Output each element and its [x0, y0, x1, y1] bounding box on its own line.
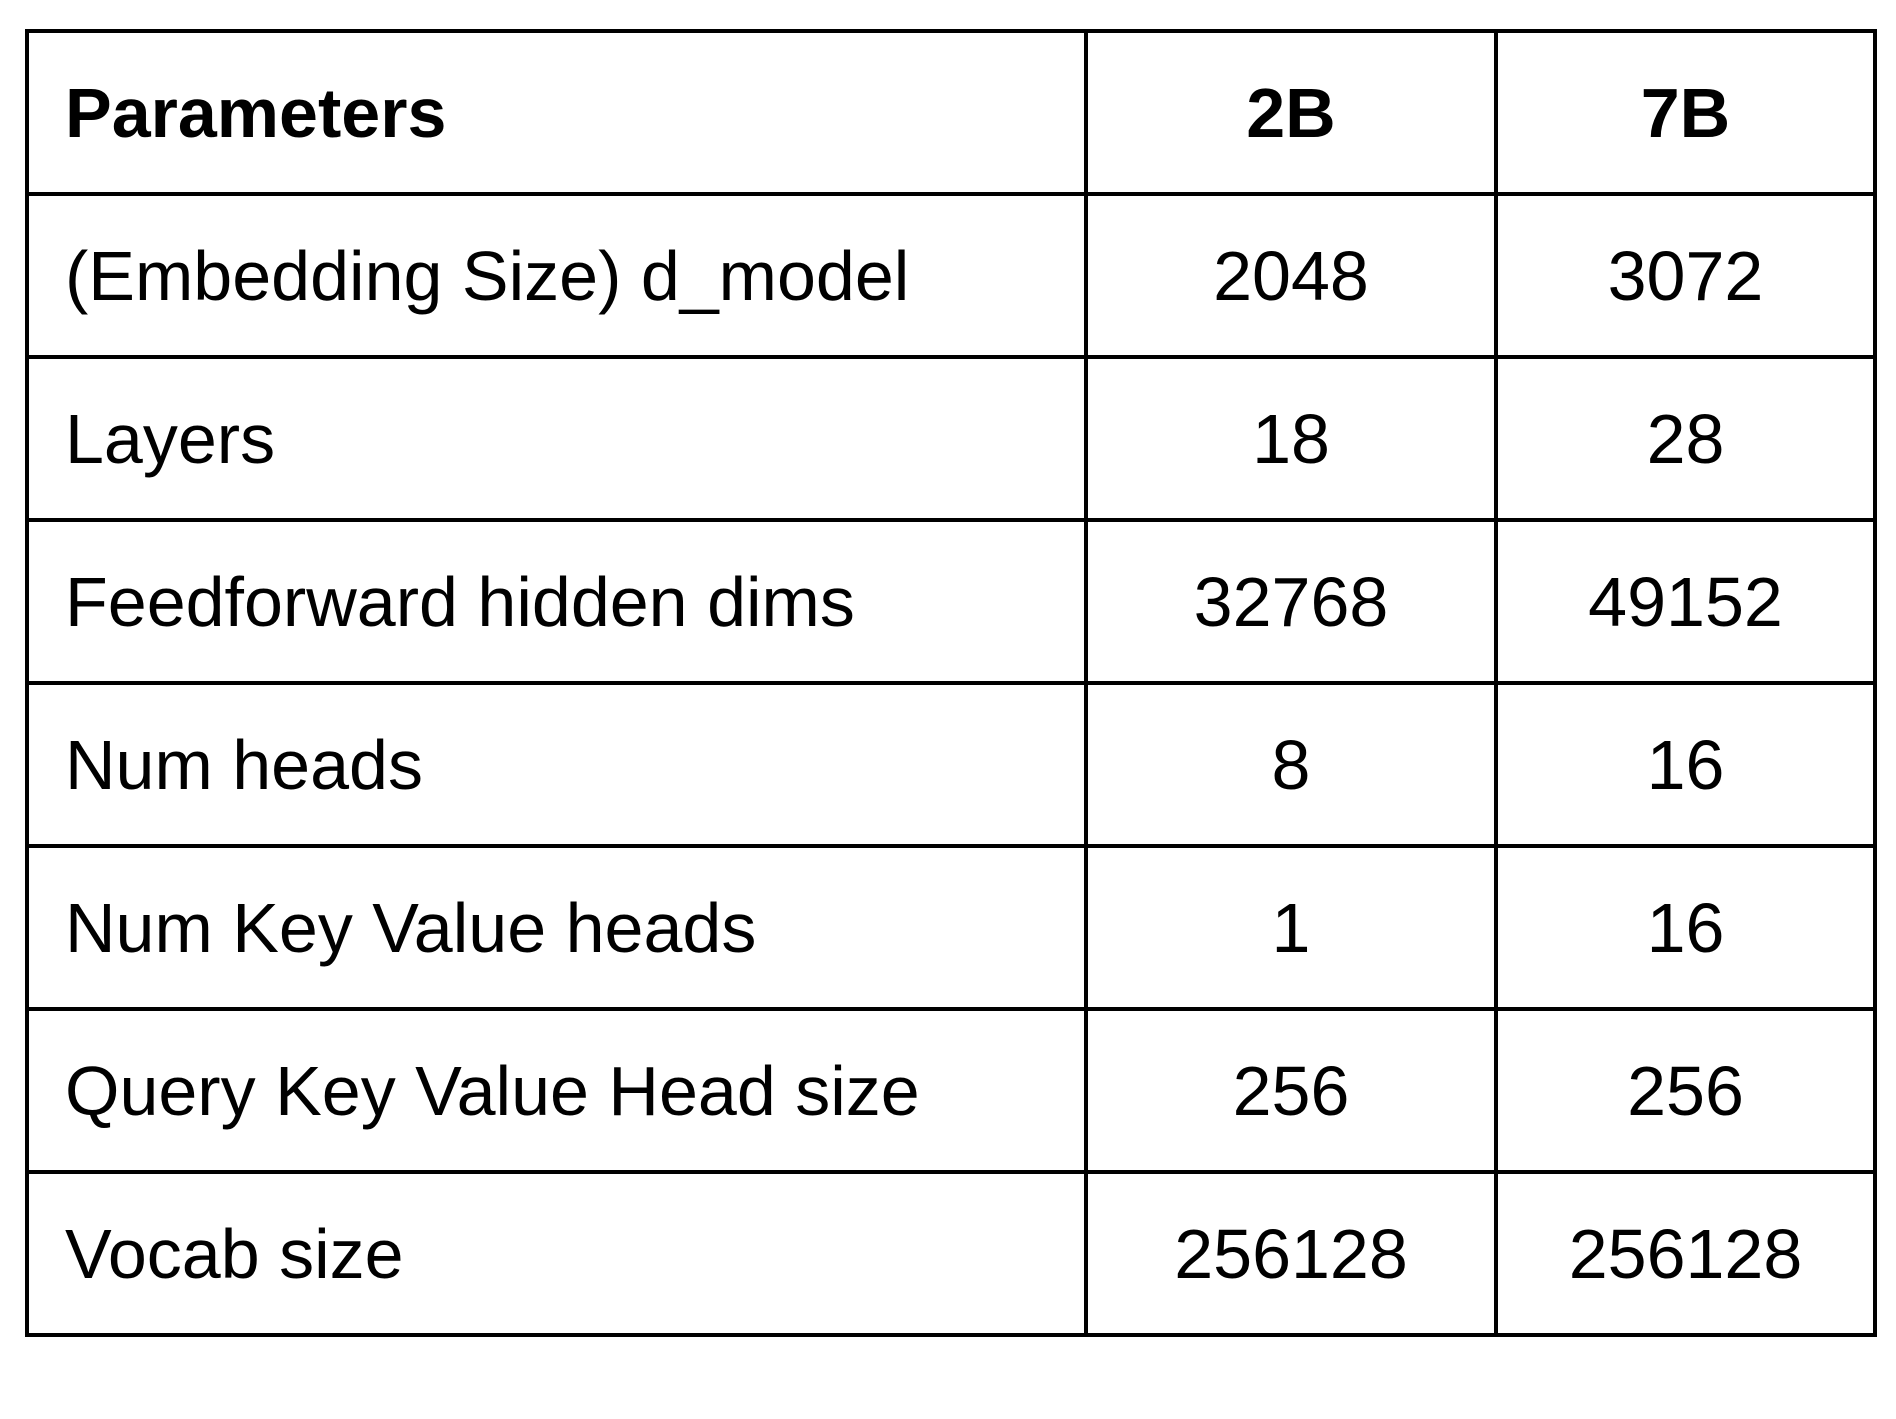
row-label: Query Key Value Head size	[25, 1007, 1088, 1174]
value-7b: 16	[1494, 844, 1877, 1011]
row-label: Num heads	[25, 681, 1088, 848]
table-row: Num heads 8 16	[25, 681, 1877, 848]
row-label: Vocab size	[25, 1170, 1088, 1337]
parameters-table-container: Parameters 2B 7B (Embedding Size) d_mode…	[25, 29, 1877, 1337]
value-7b: 16	[1494, 681, 1877, 848]
table-row: Vocab size 256128 256128	[25, 1170, 1877, 1337]
value-2b: 1	[1084, 844, 1498, 1011]
row-label: Num Key Value heads	[25, 844, 1088, 1011]
header-parameters: Parameters	[25, 29, 1088, 196]
value-2b: 8	[1084, 681, 1498, 848]
value-2b: 2048	[1084, 192, 1498, 359]
parameters-table: Parameters 2B 7B (Embedding Size) d_mode…	[25, 29, 1877, 1337]
table-row: Feedforward hidden dims 32768 49152	[25, 518, 1877, 685]
value-7b: 28	[1494, 355, 1877, 522]
table-row: Num Key Value heads 1 16	[25, 844, 1877, 1011]
value-7b: 256	[1494, 1007, 1877, 1174]
table-header-row: Parameters 2B 7B	[25, 29, 1877, 196]
value-7b: 49152	[1494, 518, 1877, 685]
value-7b: 256128	[1494, 1170, 1877, 1337]
value-7b: 3072	[1494, 192, 1877, 359]
table-row: (Embedding Size) d_model 2048 3072	[25, 192, 1877, 359]
value-2b: 256	[1084, 1007, 1498, 1174]
value-2b: 256128	[1084, 1170, 1498, 1337]
row-label: Layers	[25, 355, 1088, 522]
row-label: (Embedding Size) d_model	[25, 192, 1088, 359]
row-label: Feedforward hidden dims	[25, 518, 1088, 685]
value-2b: 18	[1084, 355, 1498, 522]
value-2b: 32768	[1084, 518, 1498, 685]
table-row: Query Key Value Head size 256 256	[25, 1007, 1877, 1174]
header-7b: 7B	[1494, 29, 1877, 196]
table-row: Layers 18 28	[25, 355, 1877, 522]
header-2b: 2B	[1084, 29, 1498, 196]
